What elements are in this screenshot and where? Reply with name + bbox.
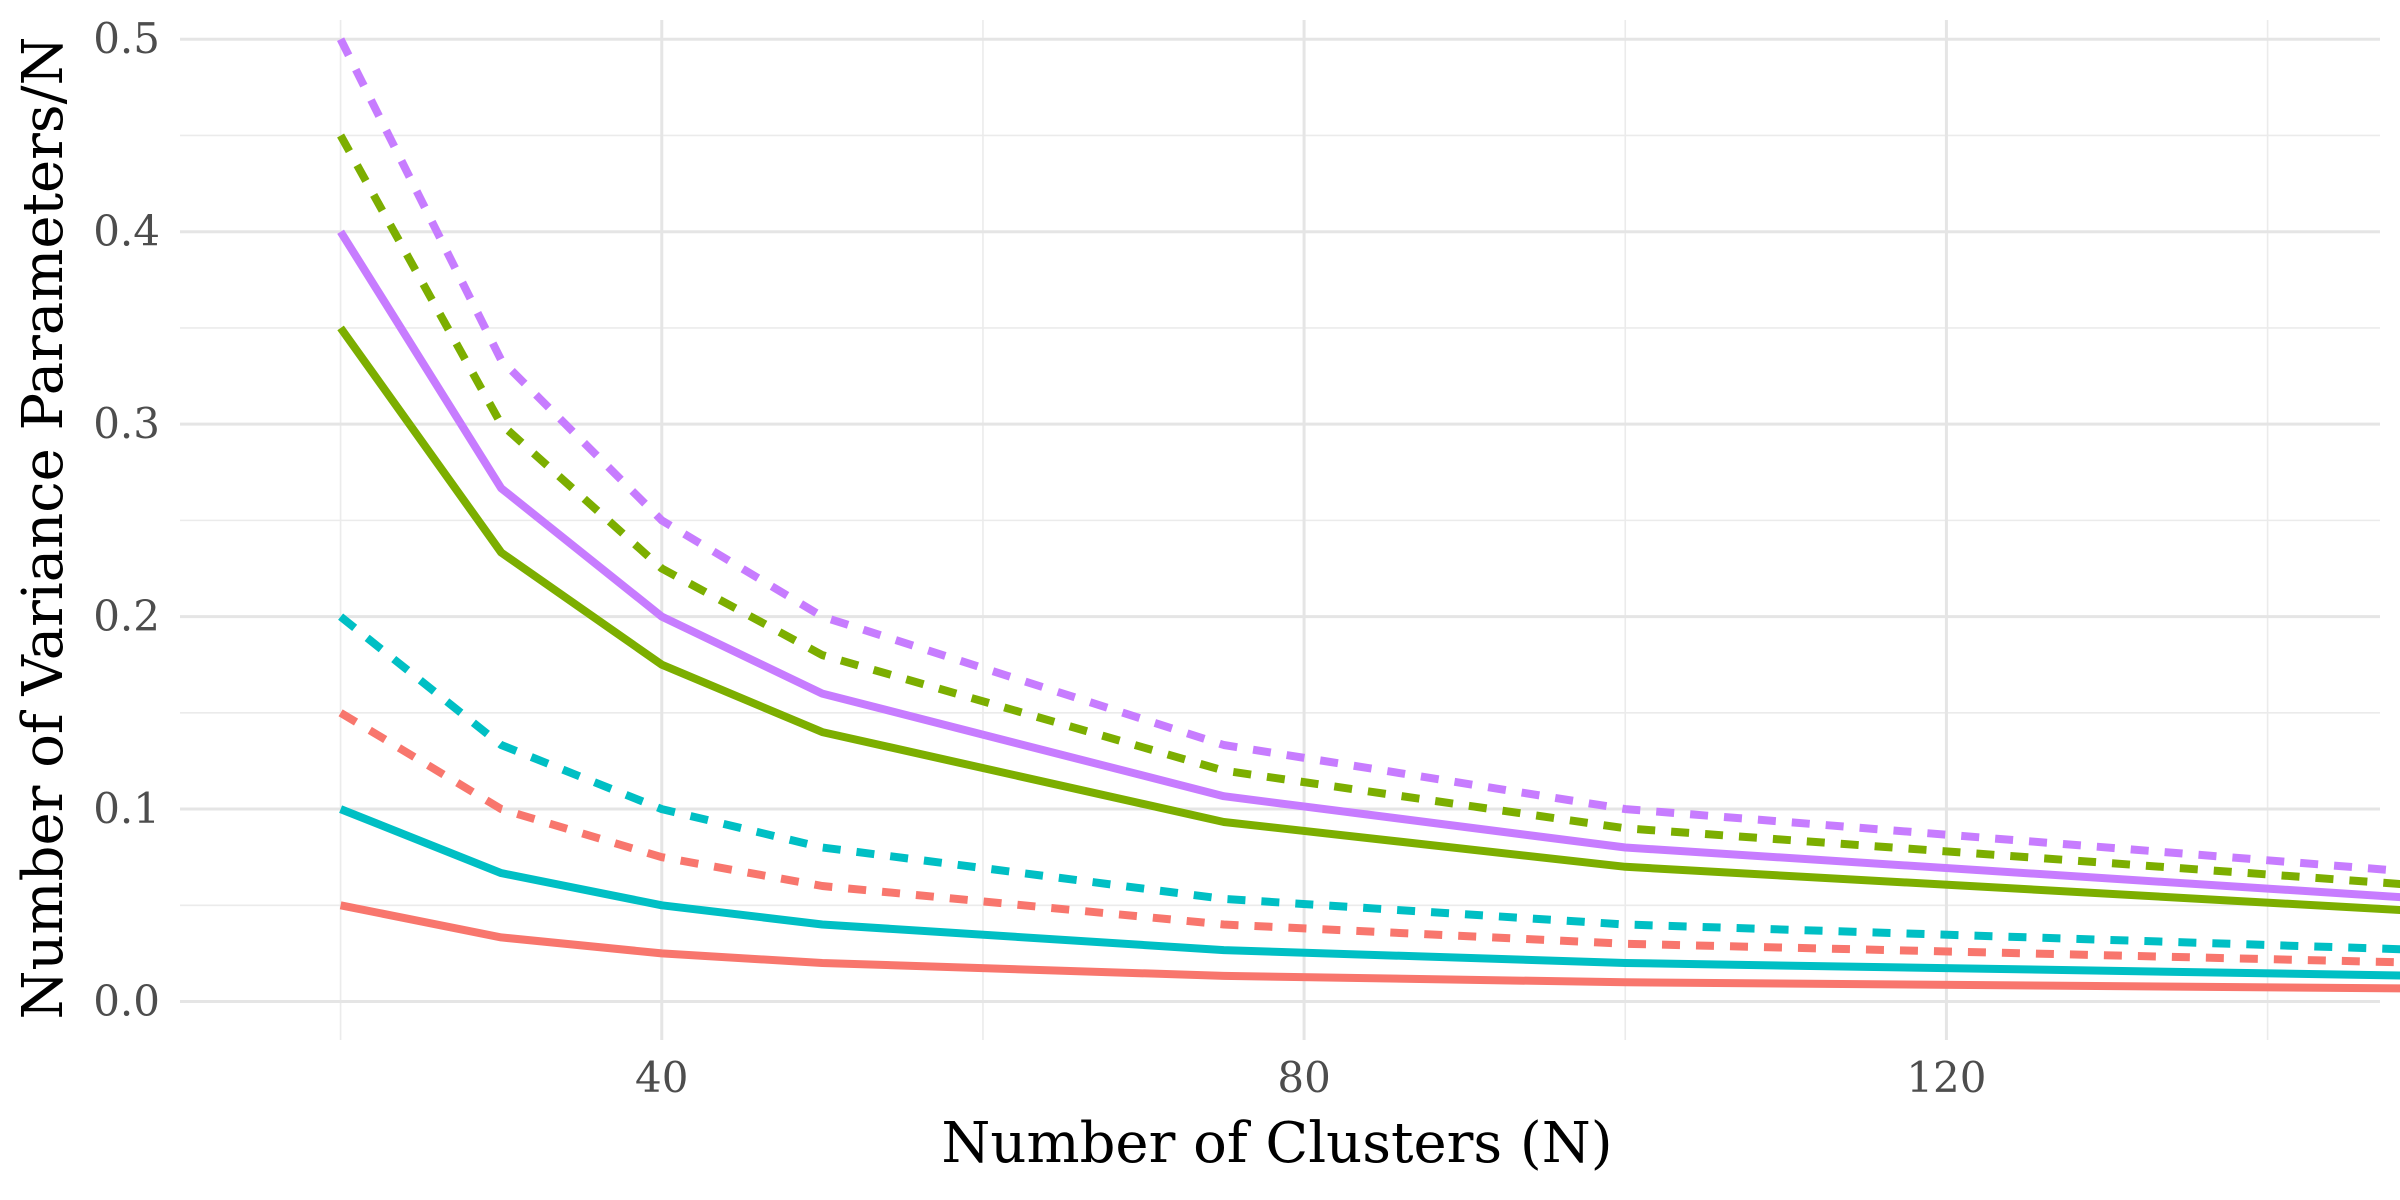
y-tick-label: 0.1 [93, 784, 160, 833]
x-tick-label: 120 [1906, 1053, 1986, 1102]
series-line-7 [337, 229, 2400, 902]
major-gridlines [180, 20, 2380, 1040]
series-line-1 [339, 901, 2400, 993]
y-axis-title: Number of Variance Parameters/N [11, 36, 76, 1019]
y-tick-label: 0.2 [93, 592, 160, 641]
series-line-3 [339, 805, 2400, 980]
y-tick-label: 0.5 [93, 14, 160, 63]
series-line-5 [337, 325, 2400, 915]
x-tick-label: 40 [635, 1053, 688, 1102]
series-line-4 [338, 613, 2400, 954]
y-tick-label: 0.4 [93, 207, 160, 256]
series-lines [337, 37, 2400, 993]
y-tick-label: 0.3 [93, 399, 160, 448]
y-tick-label: 0.0 [93, 977, 160, 1026]
y-axis-tick-labels: 0.0 0.1 0.2 0.3 0.4 0.5 [93, 14, 160, 1025]
x-axis-title: Number of Clusters (N) [941, 1111, 1612, 1176]
series-line-6 [337, 133, 2400, 888]
x-tick-label: 80 [1277, 1053, 1330, 1102]
series-line-2 [338, 709, 2400, 967]
x-axis-tick-labels: 40 80 120 [635, 1053, 1986, 1102]
series-line-8 [337, 37, 2400, 875]
